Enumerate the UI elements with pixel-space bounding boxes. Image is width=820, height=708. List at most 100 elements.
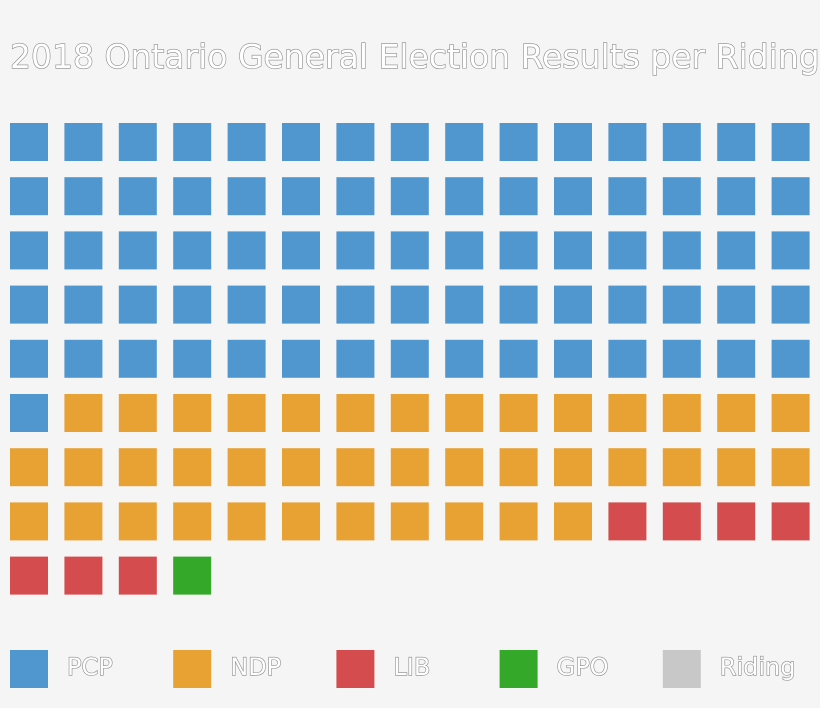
waffle-cell (173, 448, 212, 487)
waffle-cell (173, 177, 212, 216)
waffle-cell (771, 177, 810, 216)
waffle-cell (554, 448, 592, 487)
waffle-cell (608, 177, 647, 216)
waffle-cell (173, 502, 212, 541)
waffle-cell (64, 123, 103, 161)
waffle-cell (608, 502, 647, 541)
waffle-cell (717, 502, 756, 541)
waffle-cell (173, 394, 212, 432)
waffle-cell (173, 556, 212, 595)
waffle-cell (554, 285, 592, 324)
waffle-cell (554, 231, 592, 270)
waffle-cell (771, 448, 810, 487)
waffle-cell (554, 177, 592, 216)
legend-swatch (499, 650, 538, 688)
waffle-cell (118, 556, 157, 595)
waffle-cell (64, 285, 103, 324)
waffle-cell (717, 231, 756, 270)
waffle-cell (282, 123, 320, 161)
waffle-cell (445, 177, 484, 216)
legend-label: PCP (67, 653, 113, 681)
waffle-cell (336, 339, 375, 378)
waffle-cell (10, 556, 48, 595)
waffle-cell (336, 231, 375, 270)
waffle-cell (445, 502, 484, 541)
waffle-cell (662, 394, 701, 432)
waffle-cell (390, 448, 429, 487)
waffle-cell (64, 231, 103, 270)
waffle-cell (608, 231, 647, 270)
waffle-cell (10, 339, 48, 378)
legend-label: LIB (393, 653, 430, 681)
waffle-cell (554, 394, 592, 432)
waffle-cell (118, 502, 157, 541)
waffle-cell (10, 394, 48, 432)
waffle-cell (771, 339, 810, 378)
waffle-cell (717, 339, 756, 378)
waffle-cell (771, 502, 810, 541)
waffle-cell (554, 339, 592, 378)
waffle-cell (10, 231, 48, 270)
waffle-cell (336, 448, 375, 487)
waffle-cell (662, 177, 701, 216)
waffle-cell (390, 339, 429, 378)
waffle-cell (64, 448, 103, 487)
waffle-cell (64, 394, 103, 432)
legend-swatch (662, 650, 701, 688)
waffle-cell (662, 231, 701, 270)
waffle-cell (282, 231, 320, 270)
legend-label: Riding (720, 653, 796, 681)
waffle-cell (499, 394, 538, 432)
legend-swatch (173, 650, 212, 688)
waffle-cell (118, 394, 157, 432)
waffle-cell (10, 123, 48, 161)
waffle-cell (771, 285, 810, 324)
waffle-cell (282, 394, 320, 432)
waffle-cell (118, 448, 157, 487)
waffle-cell (499, 231, 538, 270)
waffle-cell (118, 177, 157, 216)
waffle-cell (118, 231, 157, 270)
waffle-cell (717, 448, 756, 487)
waffle-cell (771, 123, 810, 161)
waffle-cell (64, 339, 103, 378)
waffle-cell (227, 339, 266, 378)
waffle-cell (499, 123, 538, 161)
waffle-cell (227, 394, 266, 432)
waffle-cell (445, 339, 484, 378)
waffle-cell (554, 123, 592, 161)
waffle-cell (118, 285, 157, 324)
waffle-cell (662, 502, 701, 541)
waffle-cell (771, 231, 810, 270)
waffle-cell (608, 339, 647, 378)
waffle-cell (445, 231, 484, 270)
waffle-cell (64, 556, 103, 595)
waffle-cell (118, 123, 157, 161)
legend-swatch (10, 650, 48, 688)
waffle-cell (227, 285, 266, 324)
legend-label: GPO (557, 653, 609, 681)
waffle-cell (390, 231, 429, 270)
chart-title: 2018 Ontario General Election Results pe… (10, 37, 820, 76)
waffle-cell (10, 285, 48, 324)
waffle-cell (390, 177, 429, 216)
waffle-cell (227, 448, 266, 487)
waffle-cell (282, 339, 320, 378)
waffle-cell (662, 448, 701, 487)
waffle-cell (445, 394, 484, 432)
waffle-cell (336, 285, 375, 324)
waffle-cell (390, 394, 429, 432)
waffle-cell (608, 285, 647, 324)
waffle-cell (336, 123, 375, 161)
waffle-cell (499, 502, 538, 541)
waffle-cell (227, 502, 266, 541)
waffle-cell (64, 177, 103, 216)
waffle-cell (336, 502, 375, 541)
waffle-cell (10, 448, 48, 487)
waffle-cell (608, 448, 647, 487)
waffle-cell (282, 448, 320, 487)
waffle-cell (662, 123, 701, 161)
waffle-cell (10, 177, 48, 216)
